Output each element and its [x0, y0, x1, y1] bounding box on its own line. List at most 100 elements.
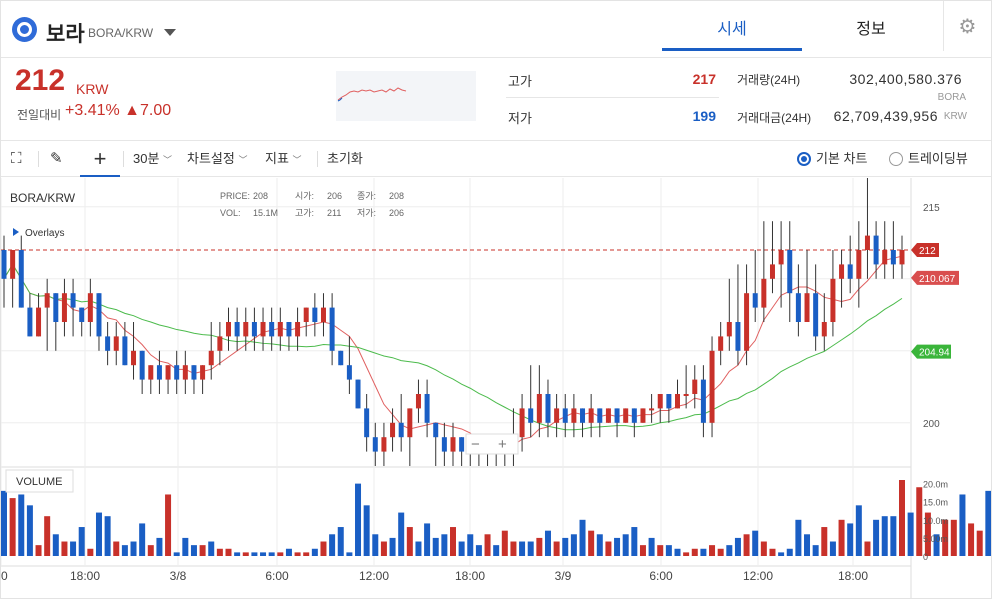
chart-settings-menu[interactable]: 차트설정 ﹀ — [187, 151, 248, 166]
volume-bar — [337, 527, 344, 556]
candle — [882, 250, 888, 265]
basic-chart-label[interactable]: 기본 차트 — [816, 151, 868, 166]
ohlc-info: PRICE: 208 시가: 206 종가: 208 VOL: 15.1M 고가: 211… — [220, 191, 404, 218]
divider — [506, 97, 719, 98]
volume-tick-label: 20.0m — [923, 480, 948, 490]
volume-bar — [35, 545, 42, 556]
volume-tick-label: 0 — [923, 552, 928, 562]
crosshair-icon[interactable]: + — [80, 141, 120, 177]
zoom-controls — [465, 433, 519, 455]
candle — [588, 408, 594, 423]
candle — [649, 408, 655, 411]
zoom-out-button[interactable]: − — [471, 436, 480, 453]
chart-symbol: BORA/KRW — [10, 191, 76, 205]
volume-bar — [605, 541, 612, 556]
candle — [597, 408, 603, 423]
last-price-tag: 212 — [919, 246, 936, 257]
candle — [761, 278, 767, 308]
x-tick-label: 6:00 — [265, 569, 289, 583]
fullscreen-icon[interactable]: ⛶ — [11, 150, 22, 167]
high-label: 고가 — [508, 74, 532, 89]
volume-bar — [165, 494, 172, 556]
candle — [139, 350, 145, 380]
candle — [381, 437, 387, 452]
gear-icon[interactable]: ⚙ — [943, 1, 991, 51]
overlays-toggle[interactable]: Overlays — [25, 228, 64, 239]
volume-bar — [251, 552, 258, 556]
caret-right-icon[interactable] — [13, 228, 19, 236]
volume-bar — [380, 541, 387, 556]
volume-bar — [156, 537, 163, 556]
sparkline — [336, 71, 476, 121]
tab-price[interactable]: 시세 — [662, 1, 802, 51]
volume-bar — [847, 523, 854, 556]
x-tick-label: 18:00 — [455, 569, 485, 583]
candle — [320, 307, 326, 322]
tradingview-label[interactable]: 트레이딩뷰 — [908, 151, 968, 166]
candle — [415, 394, 421, 409]
volume-bar — [139, 523, 146, 556]
volume-bar — [950, 519, 957, 556]
volume-bar — [881, 516, 888, 556]
candle — [675, 394, 680, 409]
volume-bar — [804, 534, 811, 556]
coin-name[interactable]: 보라 — [46, 23, 85, 46]
price-chart[interactable]: 0 18:00 3/8 6:00 12:00 18:00 3/9 6:00 12:00 18:00… — [1, 178, 991, 598]
candle — [226, 322, 231, 337]
candle — [407, 408, 413, 438]
reset-button[interactable]: 초기화 — [327, 151, 363, 166]
x-tick-label: 18:00 — [70, 569, 100, 583]
zoom-in-button[interactable]: + — [498, 436, 507, 453]
volume-tick-label: 15.0m — [923, 498, 948, 508]
volume-bar — [631, 527, 638, 556]
candle — [122, 336, 128, 366]
x-tick-label: 18:00 — [838, 569, 868, 583]
svg-text:206: 206 — [327, 191, 342, 201]
volume-bar — [769, 548, 776, 556]
candle — [148, 365, 154, 380]
volume-bar — [260, 552, 267, 556]
candle — [459, 437, 465, 452]
candle — [450, 437, 456, 452]
candle — [182, 365, 188, 380]
pencil-icon[interactable]: ✎ — [50, 150, 63, 167]
volume-bar — [734, 537, 741, 556]
candle — [53, 293, 59, 322]
candle — [286, 322, 292, 337]
trade-value-label: 거래대금(24H) — [737, 111, 812, 125]
candle — [683, 394, 689, 396]
candle — [191, 365, 197, 380]
volume-bar — [277, 552, 284, 556]
radio-tradingview[interactable] — [889, 152, 903, 166]
svg-text:고가:: 고가: — [295, 208, 314, 218]
volume-bar — [726, 545, 733, 556]
volume-tick-label: 5.00m — [923, 534, 948, 544]
volume-bar — [683, 552, 690, 556]
radio-basic-chart[interactable] — [797, 152, 811, 166]
volume-bar — [450, 527, 456, 556]
volume-bar — [294, 552, 301, 556]
candle — [131, 350, 137, 366]
volume-bar — [372, 534, 379, 556]
candle — [856, 250, 862, 279]
ma-long-tag-bg — [911, 344, 951, 359]
volume-bar — [208, 541, 215, 556]
volume-bar — [588, 530, 595, 556]
volume-bar — [311, 548, 318, 556]
interval-select[interactable]: 30분 ﹀ — [133, 151, 173, 166]
trade-value: 62,709,439,956 — [833, 108, 938, 124]
volume-bar — [268, 552, 275, 556]
candle — [631, 408, 637, 423]
tab-info[interactable]: 정보 — [856, 21, 886, 38]
volume-bar — [303, 552, 310, 556]
chevron-down-icon[interactable] — [164, 29, 176, 36]
svg-text:시가:: 시가: — [295, 191, 314, 201]
volume-bar — [674, 548, 681, 556]
candle — [269, 322, 275, 337]
indicators-menu[interactable]: 지표 ﹀ — [265, 151, 302, 166]
volume-panel-label: VOLUME — [16, 476, 62, 488]
coin-pair[interactable]: BORA/KRW — [88, 26, 154, 40]
high-value: 217 — [692, 71, 716, 87]
x-tick-label: 0 — [1, 569, 8, 583]
candle — [700, 379, 706, 423]
